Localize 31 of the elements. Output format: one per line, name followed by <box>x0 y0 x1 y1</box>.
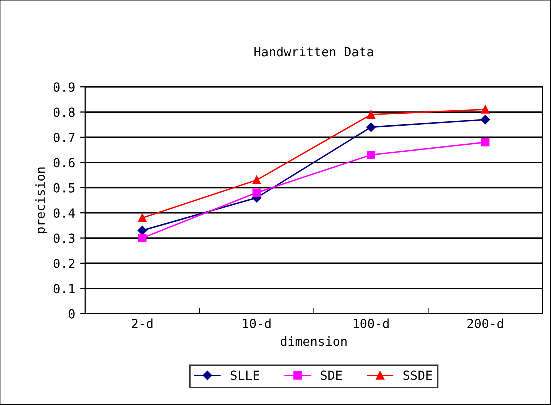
x-axis-title: dimension <box>280 336 347 346</box>
point <box>138 234 147 242</box>
x-tick-label: 2-d <box>132 318 153 328</box>
point <box>366 122 376 132</box>
x-tick-label: 10-d <box>243 318 271 328</box>
y-tick-label: 0.3 <box>54 234 75 244</box>
point <box>367 150 376 160</box>
x-tick-label: 200-d <box>468 318 504 328</box>
y-axis-title: precision <box>35 168 48 234</box>
point <box>252 176 262 184</box>
point <box>481 138 490 147</box>
point <box>481 106 490 114</box>
legend-label: SDE <box>321 370 342 380</box>
y-tick-label: 0.6 <box>54 158 75 168</box>
y-tick-label: 0.1 <box>54 284 75 294</box>
y-tick-label: 0.5 <box>54 183 75 193</box>
point <box>138 226 148 236</box>
y-tick-label: 0.9 <box>54 82 75 92</box>
y-tick-label: 0.8 <box>54 108 75 118</box>
y-tick-label: 0 <box>68 309 75 319</box>
legend-label: SLLE <box>231 370 260 380</box>
x-tick-label: 100-d <box>354 318 389 328</box>
legend-label: SSDE <box>404 370 432 380</box>
chart-title: Handwritten Data <box>254 47 374 57</box>
y-tick-label: 0.2 <box>54 258 75 268</box>
y-tick-label: 0.7 <box>54 132 75 142</box>
point <box>367 110 376 119</box>
y-tick-label: 0.4 <box>54 208 76 218</box>
point <box>480 115 490 124</box>
point <box>252 188 262 198</box>
point <box>138 214 147 222</box>
